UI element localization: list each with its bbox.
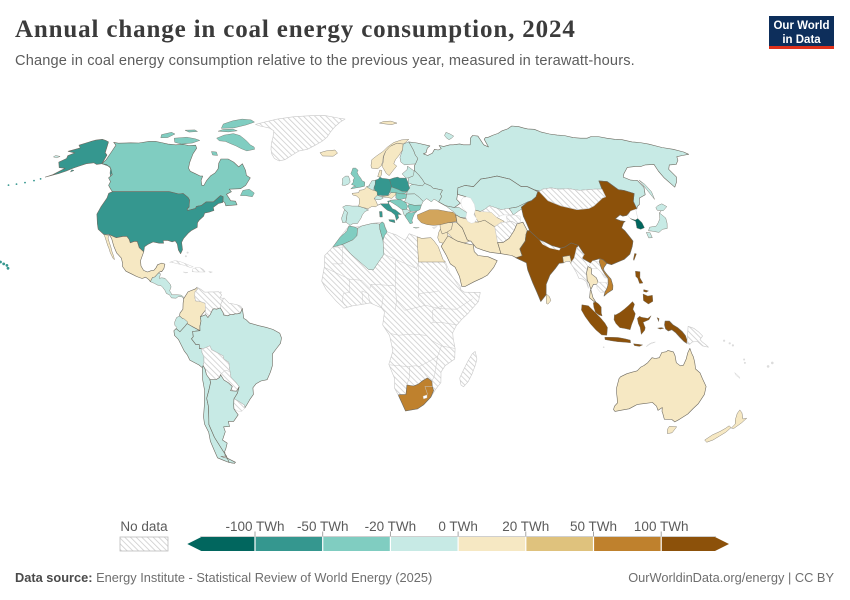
svg-text:100 TWh: 100 TWh — [634, 519, 689, 534]
svg-text:50 TWh: 50 TWh — [570, 519, 617, 534]
svg-text:-100 TWh: -100 TWh — [225, 519, 284, 534]
svg-text:20 TWh: 20 TWh — [502, 519, 549, 534]
svg-text:No data: No data — [120, 519, 168, 534]
svg-text:-50 TWh: -50 TWh — [297, 519, 349, 534]
svg-text:0 TWh: 0 TWh — [438, 519, 478, 534]
svg-text:-20 TWh: -20 TWh — [365, 519, 417, 534]
